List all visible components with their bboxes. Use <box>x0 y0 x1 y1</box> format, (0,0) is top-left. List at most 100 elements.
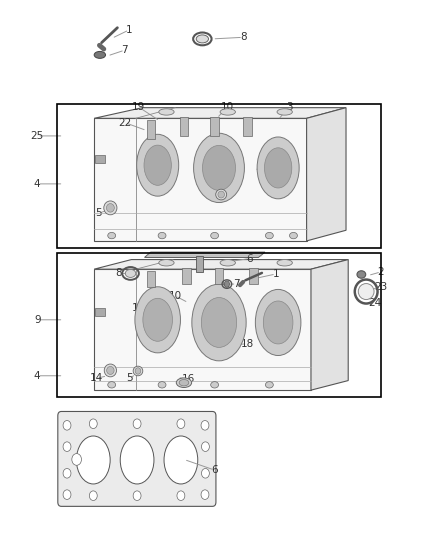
Ellipse shape <box>202 146 236 190</box>
Bar <box>196 256 203 272</box>
Ellipse shape <box>215 189 227 200</box>
Polygon shape <box>94 269 311 390</box>
Ellipse shape <box>108 382 116 388</box>
Circle shape <box>201 421 209 430</box>
Text: 9: 9 <box>34 315 41 325</box>
Text: 14: 14 <box>90 374 103 383</box>
Ellipse shape <box>133 366 143 376</box>
Bar <box>243 117 252 136</box>
Bar <box>249 268 258 284</box>
Text: 10: 10 <box>169 291 182 301</box>
Circle shape <box>224 281 230 287</box>
Ellipse shape <box>158 232 166 239</box>
Bar <box>57 253 381 397</box>
Text: 7: 7 <box>121 45 128 55</box>
Text: 22: 22 <box>118 118 131 127</box>
Ellipse shape <box>192 284 246 361</box>
Text: 5: 5 <box>126 374 133 383</box>
Bar <box>180 117 188 136</box>
Ellipse shape <box>144 145 171 185</box>
Bar <box>147 120 155 139</box>
Text: 24: 24 <box>368 298 381 308</box>
Ellipse shape <box>159 109 174 115</box>
Ellipse shape <box>120 436 154 484</box>
Polygon shape <box>145 252 265 257</box>
Text: 5: 5 <box>95 208 102 218</box>
Text: 4: 4 <box>34 371 41 381</box>
Circle shape <box>63 442 71 451</box>
Circle shape <box>201 469 209 478</box>
Bar <box>182 268 191 284</box>
Ellipse shape <box>211 382 219 388</box>
Text: 6: 6 <box>246 254 253 263</box>
Bar <box>57 104 381 248</box>
Text: 19: 19 <box>131 102 145 111</box>
Bar <box>147 271 155 287</box>
Text: 25: 25 <box>31 131 44 141</box>
Ellipse shape <box>257 137 299 199</box>
Ellipse shape <box>94 52 106 58</box>
Ellipse shape <box>265 232 273 239</box>
Text: 18: 18 <box>241 339 254 349</box>
Ellipse shape <box>277 260 293 266</box>
Ellipse shape <box>263 301 293 344</box>
Text: 1: 1 <box>272 269 279 279</box>
Ellipse shape <box>277 109 293 115</box>
Ellipse shape <box>220 109 236 115</box>
Polygon shape <box>94 260 348 269</box>
Ellipse shape <box>218 191 224 198</box>
Ellipse shape <box>201 297 237 348</box>
Circle shape <box>89 491 97 500</box>
Polygon shape <box>94 118 307 241</box>
Ellipse shape <box>164 436 198 484</box>
Ellipse shape <box>196 35 208 43</box>
Circle shape <box>177 491 185 500</box>
Polygon shape <box>311 260 348 390</box>
Ellipse shape <box>176 378 191 387</box>
Text: 6: 6 <box>211 465 218 475</box>
Ellipse shape <box>104 364 117 377</box>
Ellipse shape <box>106 204 114 212</box>
Text: 13: 13 <box>131 303 145 313</box>
Circle shape <box>63 469 71 478</box>
Ellipse shape <box>158 382 166 388</box>
Text: 3: 3 <box>286 102 293 111</box>
Text: 7: 7 <box>233 279 240 289</box>
Circle shape <box>177 419 185 429</box>
Ellipse shape <box>358 284 374 300</box>
Circle shape <box>63 421 71 430</box>
Ellipse shape <box>179 379 189 386</box>
Text: 22: 22 <box>269 300 283 310</box>
Ellipse shape <box>107 367 114 374</box>
Text: 14: 14 <box>267 166 280 175</box>
Text: 4: 4 <box>34 179 41 189</box>
Ellipse shape <box>137 134 179 196</box>
FancyBboxPatch shape <box>58 411 216 506</box>
Ellipse shape <box>135 368 141 374</box>
Ellipse shape <box>220 260 236 266</box>
Circle shape <box>201 442 209 451</box>
Circle shape <box>133 491 141 500</box>
Text: 23: 23 <box>374 282 388 292</box>
Circle shape <box>89 419 97 429</box>
Text: 2: 2 <box>378 267 385 277</box>
Ellipse shape <box>194 133 244 203</box>
Ellipse shape <box>108 232 116 239</box>
Text: 8: 8 <box>240 33 247 42</box>
Bar <box>95 155 105 163</box>
Ellipse shape <box>76 436 110 484</box>
Circle shape <box>133 419 141 429</box>
Ellipse shape <box>357 271 366 278</box>
Ellipse shape <box>265 382 273 388</box>
Text: 19: 19 <box>269 316 283 326</box>
Ellipse shape <box>255 289 301 356</box>
Ellipse shape <box>135 287 180 353</box>
Ellipse shape <box>143 298 173 341</box>
Ellipse shape <box>159 260 174 266</box>
Ellipse shape <box>104 201 117 215</box>
Polygon shape <box>307 108 346 241</box>
Ellipse shape <box>125 270 136 278</box>
Circle shape <box>72 454 81 465</box>
Circle shape <box>63 490 71 499</box>
Ellipse shape <box>265 148 292 188</box>
